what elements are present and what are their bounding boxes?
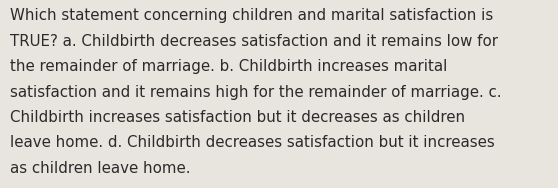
Text: satisfaction and it remains high for the remainder of marriage. c.: satisfaction and it remains high for the…: [10, 85, 502, 100]
Text: TRUE? a. Childbirth decreases satisfaction and it remains low for: TRUE? a. Childbirth decreases satisfacti…: [10, 34, 498, 49]
Text: Which statement concerning children and marital satisfaction is: Which statement concerning children and …: [10, 8, 493, 24]
Text: leave home. d. Childbirth decreases satisfaction but it increases: leave home. d. Childbirth decreases sati…: [10, 135, 495, 150]
Text: as children leave home.: as children leave home.: [10, 161, 190, 176]
Text: the remainder of marriage. b. Childbirth increases marital: the remainder of marriage. b. Childbirth…: [10, 59, 448, 74]
Text: Childbirth increases satisfaction but it decreases as children: Childbirth increases satisfaction but it…: [10, 110, 465, 125]
